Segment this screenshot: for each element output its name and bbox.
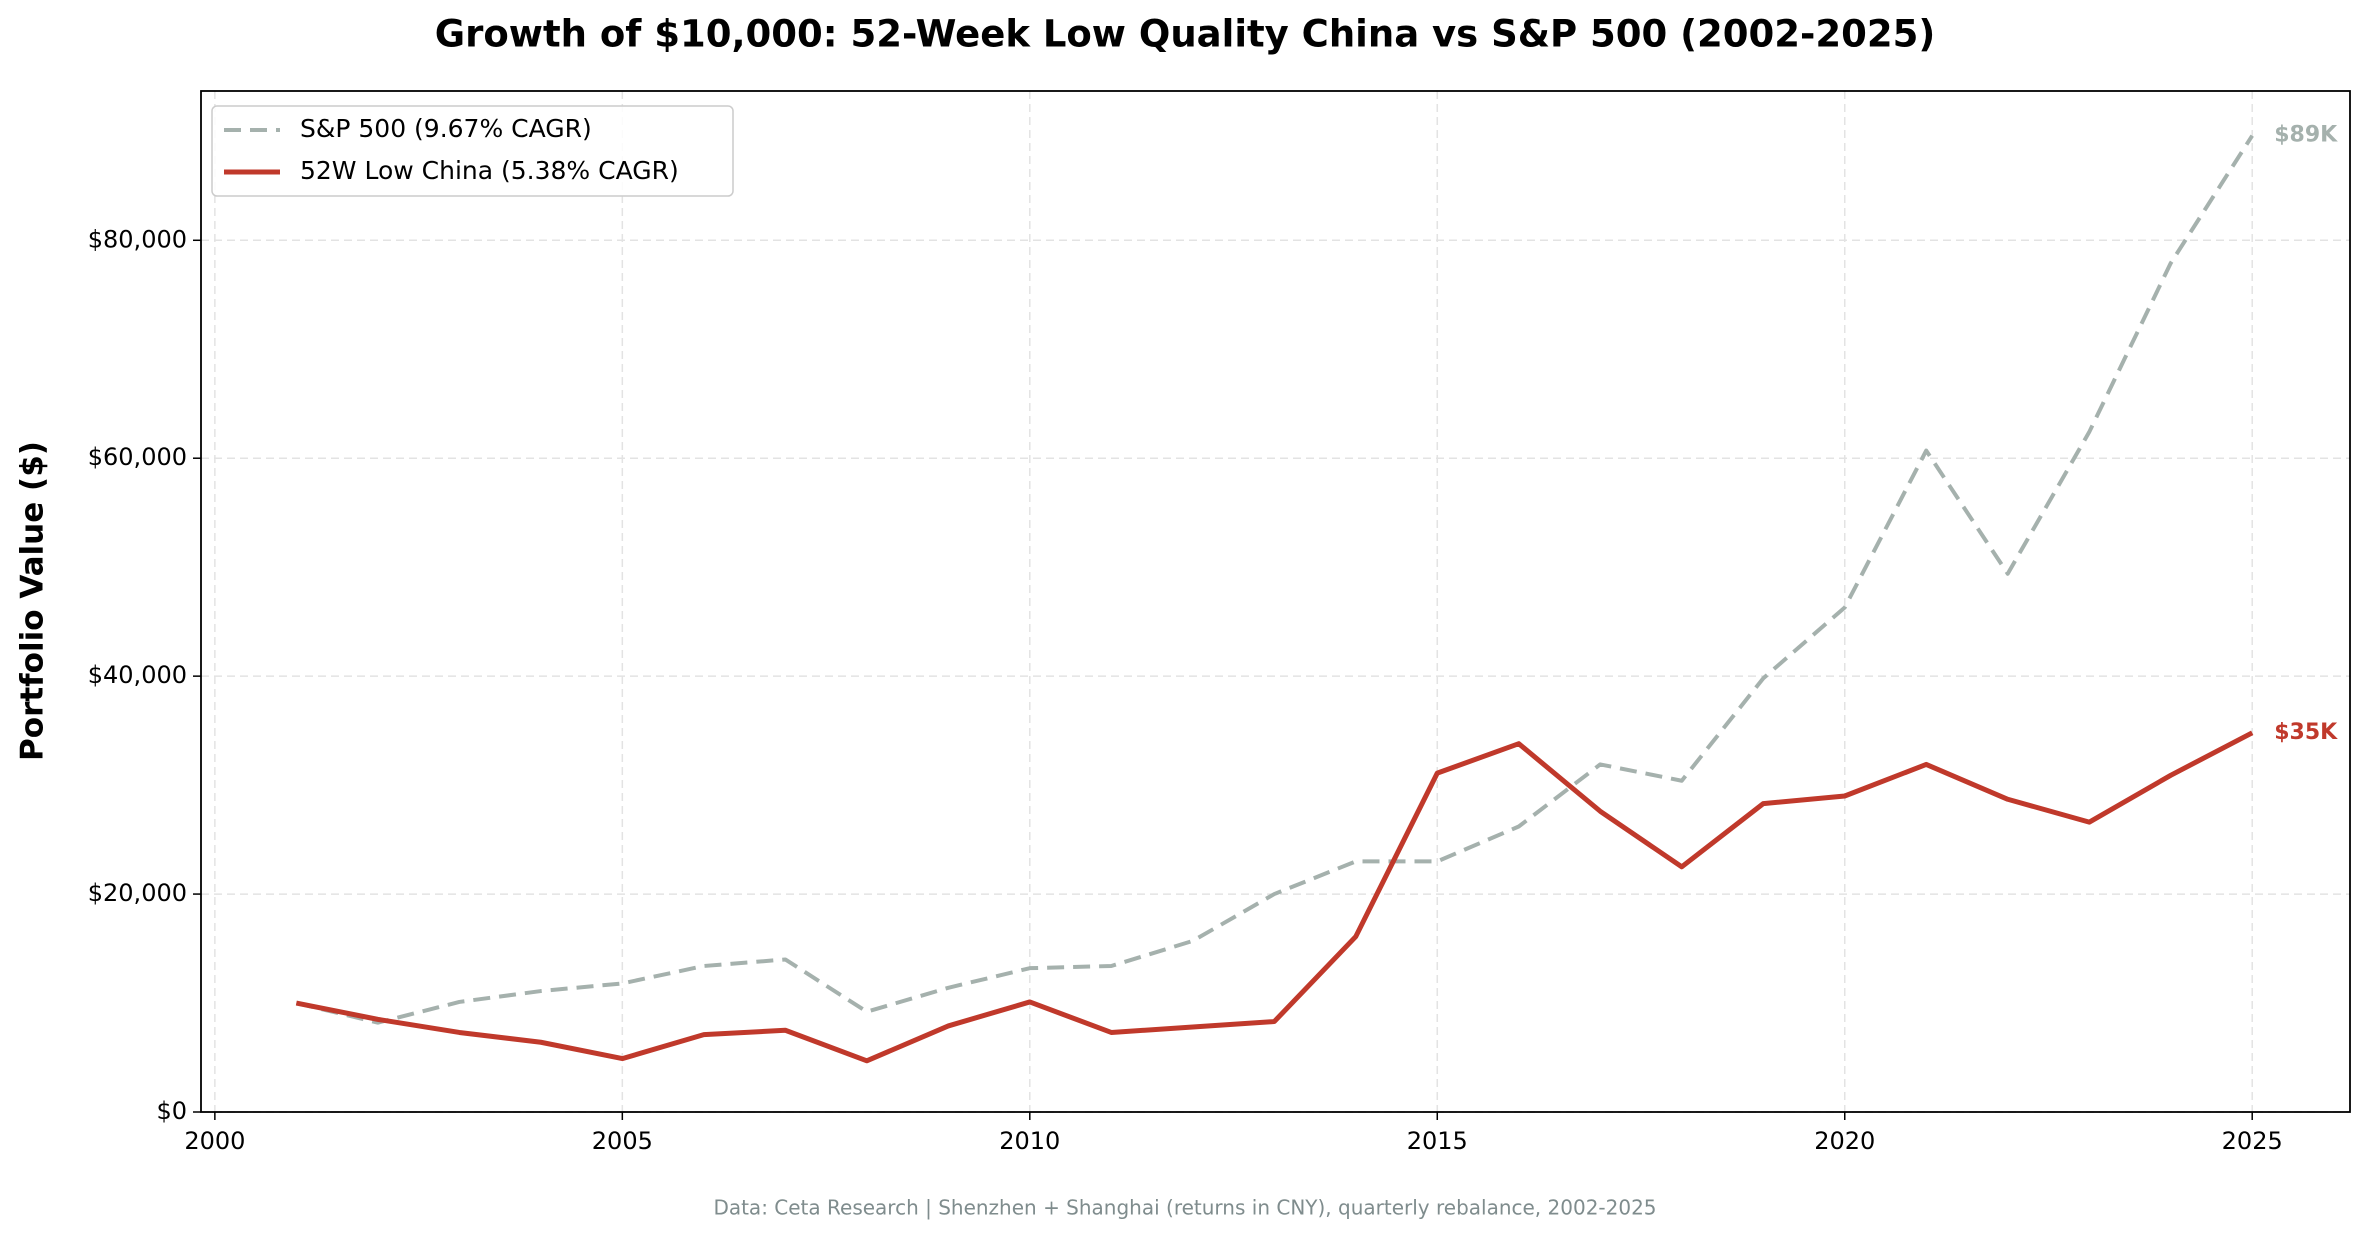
legend: S&P 500 (9.67% CAGR) 52W Low China (5.38%… bbox=[211, 105, 734, 197]
series-line bbox=[295, 730, 2254, 1064]
y-axis-label: Portfolio Value ($) bbox=[15, 441, 51, 761]
end-label: $89K bbox=[2274, 123, 2338, 148]
y-tick-label: $0 bbox=[156, 1097, 187, 1125]
legend-label: S&P 500 (9.67% CAGR) bbox=[300, 114, 592, 143]
y-tick-label: $80,000 bbox=[88, 225, 187, 253]
footnote: Data: Ceta Research | Shenzhen + Shangha… bbox=[713, 1196, 1656, 1220]
x-tick-label: 2025 bbox=[2222, 1127, 2283, 1155]
x-tick-label: 2000 bbox=[184, 1127, 245, 1155]
x-tick-label: 2020 bbox=[1814, 1127, 1875, 1155]
y-tick-label: $40,000 bbox=[88, 661, 187, 689]
x-tick-label: 2015 bbox=[1407, 1127, 1468, 1155]
x-tick-label: 2010 bbox=[999, 1127, 1060, 1155]
series-line bbox=[295, 134, 2254, 1025]
legend-box bbox=[211, 105, 734, 197]
end-label: $35K bbox=[2274, 720, 2338, 745]
legend-label: 52W Low China (5.38% CAGR) bbox=[300, 156, 679, 185]
chart-title: Growth of $10,000: 52-Week Low Quality C… bbox=[435, 13, 1936, 56]
x-tick-label: 2005 bbox=[592, 1127, 653, 1155]
y-tick-label: $60,000 bbox=[88, 443, 187, 471]
y-tick-label: $20,000 bbox=[88, 879, 187, 907]
plot-frame bbox=[200, 90, 2351, 1113]
